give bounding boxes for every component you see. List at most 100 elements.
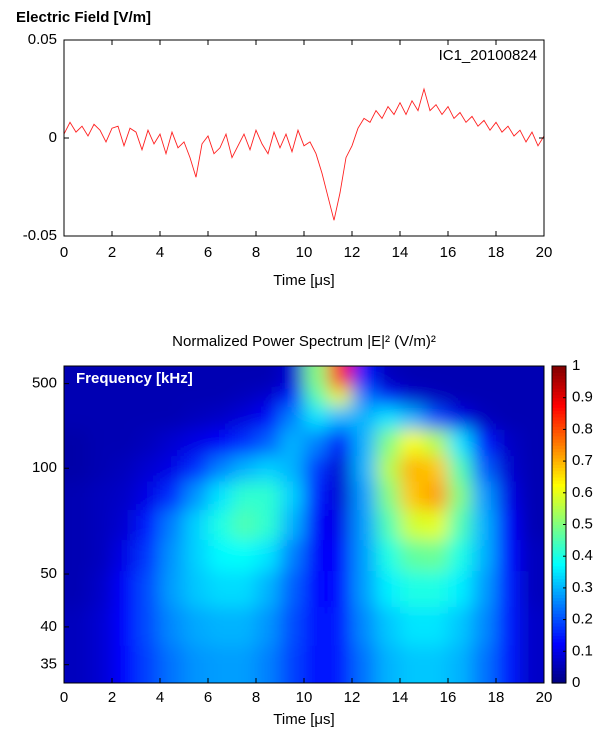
heat-cell — [400, 406, 425, 431]
heat-cell — [232, 571, 257, 608]
heat-cell — [472, 388, 497, 408]
heat-cell — [520, 406, 544, 431]
colorbar-tick-label: 0.8 — [572, 420, 593, 437]
heat-cell — [256, 481, 281, 511]
colorbar-step — [552, 546, 566, 551]
heat-cell — [376, 571, 401, 608]
colorbar-step — [552, 508, 566, 513]
heat-cell — [280, 481, 305, 511]
colorbar-step — [552, 549, 566, 554]
colorbar-step — [552, 448, 566, 453]
heat-cell — [400, 571, 425, 608]
colorbar-step — [552, 492, 566, 497]
heat-cell — [160, 509, 185, 541]
x-tick-label: 0 — [60, 244, 68, 261]
colorbar-step — [552, 635, 566, 640]
heat-cell — [160, 607, 185, 647]
colorbar-step — [552, 391, 566, 396]
colorbar-step — [552, 619, 566, 624]
colorbar-step — [552, 641, 566, 646]
colorbar-step — [552, 429, 566, 434]
colorbar-step — [552, 594, 566, 599]
heat-cell — [328, 645, 353, 683]
heat-cell — [448, 406, 473, 431]
heat-cell — [112, 366, 137, 390]
heat-cell — [136, 481, 161, 511]
colorbar-step — [552, 613, 566, 618]
heat-cell — [88, 456, 113, 482]
heat-cell — [112, 388, 137, 408]
heat-cell — [64, 456, 89, 482]
heat-cell — [352, 539, 377, 572]
heat-cell — [88, 509, 113, 541]
heat-cell — [376, 388, 401, 408]
y-tick-label: 0.05 — [28, 31, 57, 48]
colorbar-step — [552, 404, 566, 408]
heat-cell — [184, 456, 209, 482]
heat-cell — [448, 607, 473, 647]
colorbar-tick-label: 0.4 — [572, 547, 593, 564]
colorbar-step — [552, 372, 566, 377]
heat-cell — [184, 388, 209, 408]
heat-cell — [256, 607, 281, 647]
heat-cell — [472, 607, 497, 647]
heat-cell — [304, 539, 329, 572]
colorbar-step — [552, 505, 566, 510]
heat-cell — [304, 406, 329, 431]
heat-cell — [400, 429, 425, 457]
heat-cell — [496, 607, 521, 647]
colorbar-step — [552, 673, 566, 678]
heat-cell — [424, 509, 449, 541]
heat-cell — [448, 388, 473, 408]
colorbar-step — [552, 543, 566, 548]
colorbar-tick-label: 0.1 — [572, 642, 593, 659]
colorbar-step — [552, 413, 566, 418]
y-tick-label: 40 — [40, 618, 57, 635]
heat-cell — [376, 645, 401, 683]
colorbar-step — [552, 476, 566, 481]
colorbar-step — [552, 426, 566, 430]
heat-cell — [304, 607, 329, 647]
colorbar-step — [552, 568, 566, 573]
heat-cell — [88, 571, 113, 608]
heat-cell — [472, 429, 497, 457]
heat-cell — [88, 607, 113, 647]
heat-cell — [352, 406, 377, 431]
heat-cell — [424, 607, 449, 647]
heat-cell — [64, 429, 89, 457]
colorbar-step — [552, 442, 566, 446]
heat-cell — [424, 388, 449, 408]
colorbar-tick-label: 0.7 — [572, 452, 593, 469]
x-tick-label: 16 — [440, 244, 457, 261]
colorbar-step — [552, 435, 566, 440]
heat-cell — [232, 366, 257, 390]
heat-cell — [136, 607, 161, 647]
heat-cell — [448, 429, 473, 457]
x-tick-label: 2 — [108, 244, 116, 261]
heat-cell — [376, 366, 401, 390]
heat-cell — [160, 539, 185, 572]
colorbar-step — [552, 486, 566, 491]
heat-cell — [520, 366, 544, 390]
heat-cell — [328, 571, 353, 608]
heat-cell — [472, 509, 497, 541]
colorbar-step — [552, 438, 566, 443]
heat-cell — [328, 406, 353, 431]
y-tick-label: -0.05 — [23, 227, 57, 244]
heat-cell — [328, 388, 353, 408]
colorbar-step — [552, 394, 566, 399]
colorbar-step — [552, 489, 566, 494]
heat-cell — [112, 406, 137, 431]
colorbar-step — [552, 385, 566, 389]
colorbar-step — [552, 600, 566, 605]
colorbar-step — [552, 381, 566, 386]
colorbar-step — [552, 575, 566, 579]
heat-cell — [160, 456, 185, 482]
colorbar-tick-label: 1 — [572, 357, 580, 374]
heat-cell — [328, 366, 353, 390]
colorbar-step — [552, 540, 566, 545]
heat-cell — [328, 481, 353, 511]
heat-cell — [400, 481, 425, 511]
heat-cell — [232, 429, 257, 457]
colorbar-step — [552, 670, 566, 675]
